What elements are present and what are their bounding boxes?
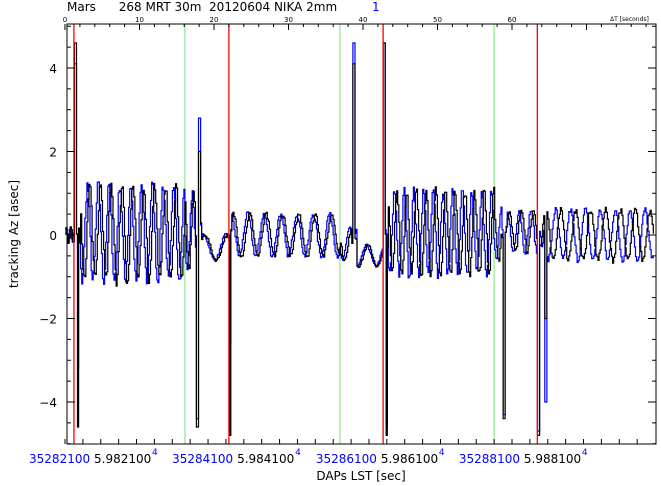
top-tick-label: 40	[359, 16, 368, 24]
black-series-line	[65, 42, 654, 436]
top-axis-label: ΔT [seconds]	[610, 16, 649, 23]
bottom-tick-exponent: 4	[582, 448, 588, 458]
bottom-tick-label: 5.982100	[94, 452, 151, 466]
series-group	[65, 24, 654, 444]
bottom-tick-label: 5.988100	[524, 452, 581, 466]
top-tick-label: 10	[135, 16, 144, 24]
top-tick-label: 60	[508, 16, 517, 24]
y-tick-label: −2	[39, 313, 57, 327]
bottom-tick-exponent: 4	[295, 448, 301, 458]
top-tick-label: 30	[284, 16, 293, 24]
top-tick-label: 20	[210, 16, 219, 24]
y-tick-label: 4	[49, 62, 57, 76]
y-tick-label: −4	[39, 396, 57, 410]
blue-series-line	[65, 42, 654, 432]
plot-frame	[66, 23, 657, 445]
bottom-tick-exponent: 4	[152, 448, 158, 458]
chart-title: Mars 268 MRT 30m 20120604 NIKA 2mm	[67, 0, 337, 14]
bottom-tick-label-blue: 35282100	[29, 452, 90, 466]
top-tick-label: 50	[433, 16, 442, 24]
bottom-tick-exponent: 4	[439, 448, 445, 458]
chart-title-blue-overlay: 1	[372, 0, 380, 14]
y-tick-label: 2	[49, 146, 57, 160]
bottom-tick-label: 5.986100	[381, 452, 438, 466]
y-axis-label: tracking Az [asec]	[7, 180, 21, 288]
bottom-tick-label-blue: 35284100	[172, 452, 233, 466]
bottom-tick-label-blue: 35286100	[316, 452, 377, 466]
top-tick-label: 0	[63, 16, 67, 24]
bottom-tick-label: 5.984100	[237, 452, 294, 466]
y-tick-label: 0	[49, 229, 57, 243]
bottom-tick-label-blue: 35288100	[459, 452, 520, 466]
x-axis-label: DAPs LST [sec]	[316, 469, 405, 483]
